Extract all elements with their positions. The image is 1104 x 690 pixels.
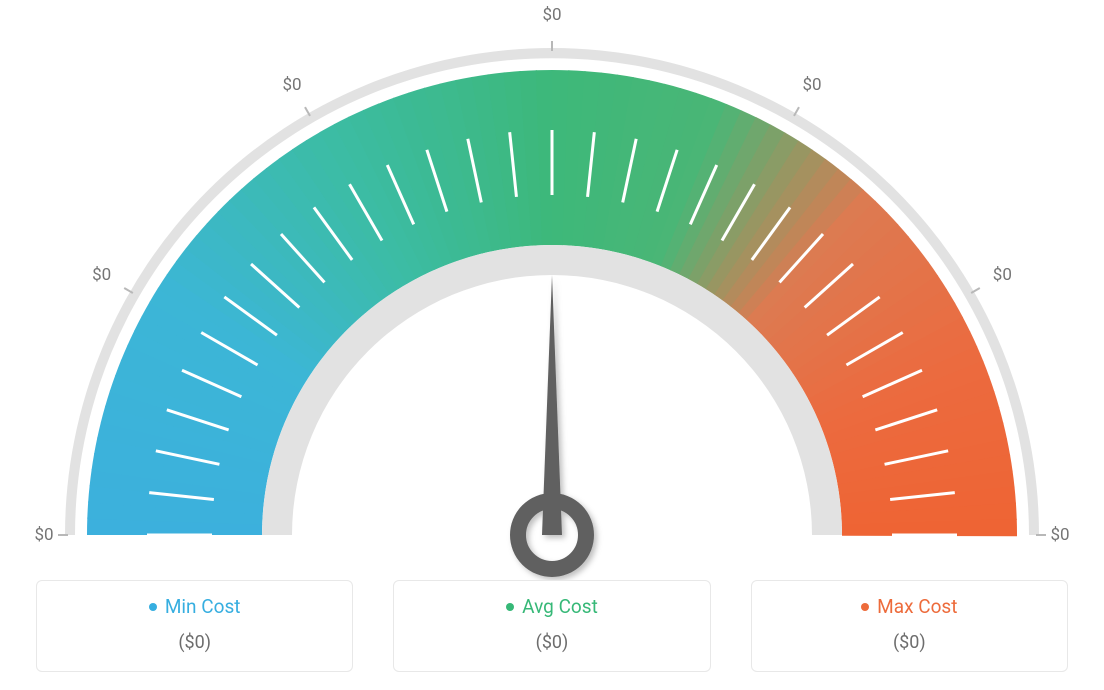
gauge-tick-label: $0 [34, 525, 53, 545]
gauge-tick-label: $0 [542, 5, 561, 25]
legend-value-max: ($0) [762, 632, 1057, 653]
cost-gauge-widget: $0 $0 $0 $0 $0 $0 $0 Min Cost ($0) Avg Cost ($… [0, 0, 1104, 690]
legend-dot-max [861, 603, 869, 611]
legend-card-avg: Avg Cost ($0) [393, 580, 710, 672]
gauge-tick-label: $0 [802, 75, 821, 95]
legend-value-min: ($0) [47, 632, 342, 653]
gauge-tick-label: $0 [993, 265, 1012, 285]
gauge-svg [0, 0, 1104, 600]
legend-row: Min Cost ($0) Avg Cost ($0) Max Cost ($0… [0, 580, 1104, 672]
gauge-area: $0 $0 $0 $0 $0 $0 $0 [0, 0, 1104, 560]
legend-label-max: Max Cost [877, 595, 957, 618]
legend-title-min: Min Cost [149, 595, 241, 618]
legend-dot-avg [506, 603, 514, 611]
gauge-tick-label: $0 [282, 75, 301, 95]
legend-label-min: Min Cost [165, 595, 241, 618]
legend-title-avg: Avg Cost [506, 595, 598, 618]
legend-card-min: Min Cost ($0) [36, 580, 353, 672]
gauge-tick-label: $0 [1050, 525, 1069, 545]
legend-label-avg: Avg Cost [522, 595, 598, 618]
gauge-tick-label: $0 [92, 265, 111, 285]
legend-title-max: Max Cost [861, 595, 957, 618]
legend-card-max: Max Cost ($0) [751, 580, 1068, 672]
legend-value-avg: ($0) [404, 632, 699, 653]
legend-dot-min [149, 603, 157, 611]
